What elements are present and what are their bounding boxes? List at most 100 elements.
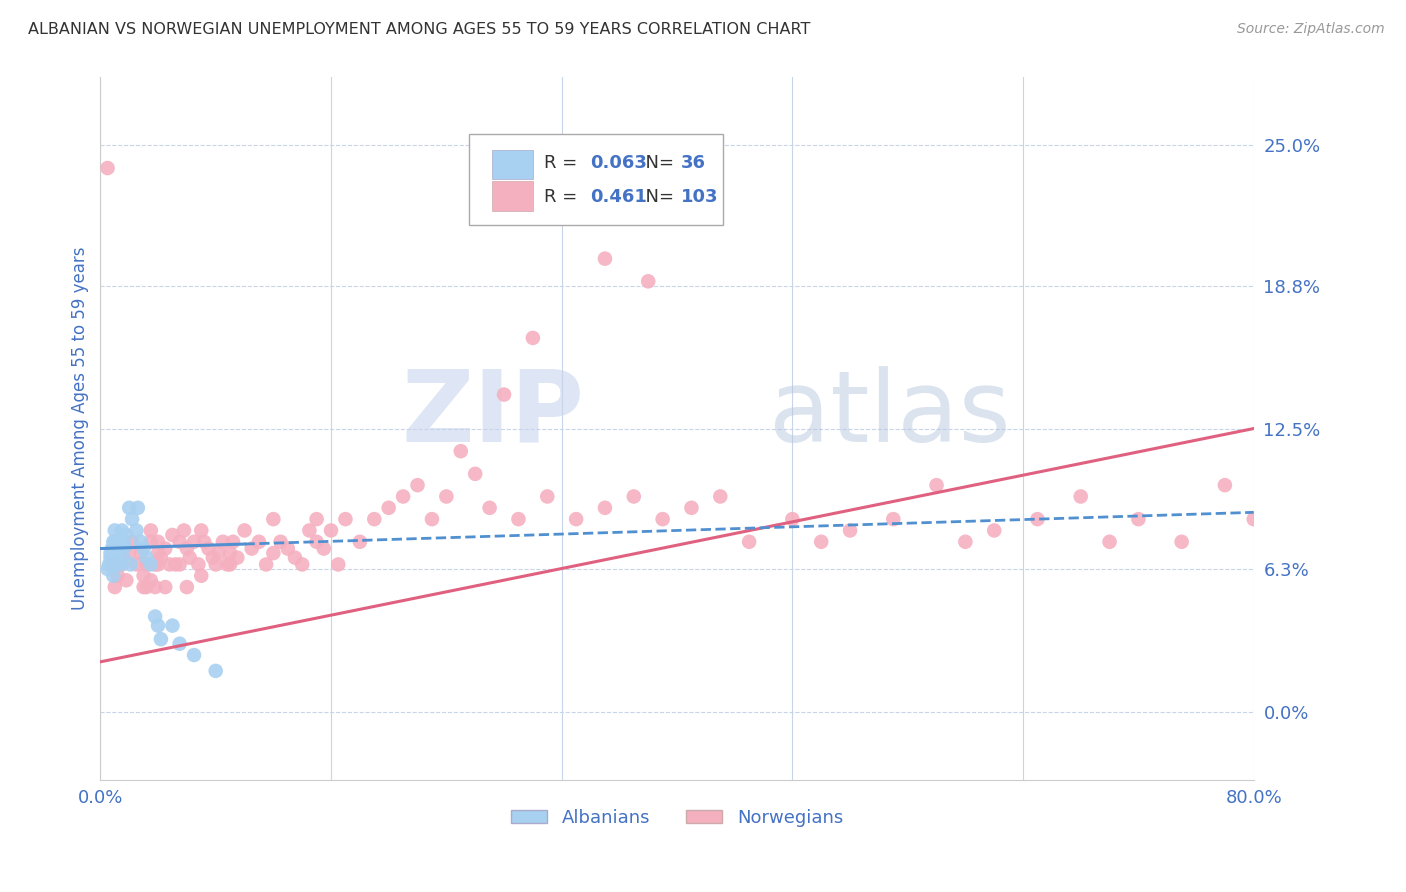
Point — [270, 534, 292, 549]
Point — [159, 558, 181, 572]
Point — [129, 534, 152, 549]
Point — [162, 528, 184, 542]
Legend: Albanians, Norwegians: Albanians, Norwegians — [503, 801, 851, 834]
Point — [420, 512, 443, 526]
Point — [98, 558, 121, 572]
Point — [169, 558, 191, 572]
Point — [291, 558, 314, 572]
Point — [139, 524, 162, 538]
Point — [193, 534, 215, 549]
Point — [110, 558, 132, 572]
Point — [284, 550, 307, 565]
Point — [319, 524, 342, 538]
Point — [305, 534, 328, 549]
Point — [298, 524, 321, 538]
Point — [190, 524, 212, 538]
Point — [121, 512, 143, 526]
Point — [1070, 490, 1092, 504]
Point — [882, 512, 904, 526]
Point — [240, 541, 263, 556]
Point — [1243, 512, 1265, 526]
Point — [97, 161, 120, 175]
Point — [120, 558, 142, 572]
Point — [143, 580, 166, 594]
Point — [254, 558, 277, 572]
Point — [1098, 534, 1121, 549]
Point — [810, 534, 832, 549]
Text: N=: N= — [634, 154, 681, 172]
Point — [222, 534, 245, 549]
Point — [651, 512, 673, 526]
Point — [464, 467, 486, 481]
Point — [165, 558, 187, 572]
Point — [118, 546, 141, 560]
Point — [478, 500, 501, 515]
Point — [173, 524, 195, 538]
Point — [204, 664, 226, 678]
Point — [139, 558, 162, 572]
Point — [925, 478, 948, 492]
Point — [139, 574, 162, 588]
Point — [204, 558, 226, 572]
Point — [637, 274, 659, 288]
Point — [233, 524, 256, 538]
Point — [107, 568, 129, 582]
Point — [104, 580, 127, 594]
Point — [187, 558, 209, 572]
Point — [132, 580, 155, 594]
Point — [115, 574, 138, 588]
Point — [125, 524, 148, 538]
Point — [593, 252, 616, 266]
Point — [143, 558, 166, 572]
Point — [983, 524, 1005, 538]
Point — [135, 580, 157, 594]
Point — [146, 546, 169, 560]
Point — [107, 546, 129, 560]
Point — [114, 539, 136, 553]
Y-axis label: Unemployment Among Ages 55 to 59 years: Unemployment Among Ages 55 to 59 years — [72, 247, 89, 610]
Point — [112, 550, 135, 565]
Point — [115, 528, 138, 542]
Point — [179, 550, 201, 565]
Point — [108, 541, 131, 556]
Point — [146, 618, 169, 632]
Point — [132, 541, 155, 556]
Point — [155, 541, 177, 556]
Point — [111, 534, 134, 549]
Point — [406, 478, 429, 492]
Point — [681, 500, 703, 515]
Point — [132, 568, 155, 582]
Point — [149, 550, 172, 565]
Point — [955, 534, 977, 549]
Point — [312, 541, 335, 556]
Point — [593, 500, 616, 515]
Point — [143, 609, 166, 624]
Point — [219, 546, 242, 560]
Point — [522, 331, 544, 345]
Text: atlas: atlas — [769, 366, 1011, 463]
Bar — [492, 150, 533, 179]
Point — [129, 546, 152, 560]
Point — [121, 534, 143, 549]
Text: ALBANIAN VS NORWEGIAN UNEMPLOYMENT AMONG AGES 55 TO 59 YEARS CORRELATION CHART: ALBANIAN VS NORWEGIAN UNEMPLOYMENT AMONG… — [28, 22, 810, 37]
Point — [262, 546, 284, 560]
Point — [738, 534, 761, 549]
Point — [190, 568, 212, 582]
Point — [176, 541, 198, 556]
Point — [169, 637, 191, 651]
FancyBboxPatch shape — [470, 134, 723, 225]
Point — [100, 546, 122, 560]
Point — [1170, 534, 1192, 549]
Text: ZIP: ZIP — [402, 366, 585, 463]
Point — [1026, 512, 1049, 526]
Point — [139, 534, 162, 549]
Text: 0.461: 0.461 — [591, 188, 647, 206]
Point — [183, 534, 205, 549]
Point — [349, 534, 371, 549]
Point — [335, 512, 357, 526]
Text: 36: 36 — [681, 154, 706, 172]
Point — [262, 512, 284, 526]
Point — [104, 558, 127, 572]
Point — [305, 512, 328, 526]
Text: 103: 103 — [681, 188, 718, 206]
